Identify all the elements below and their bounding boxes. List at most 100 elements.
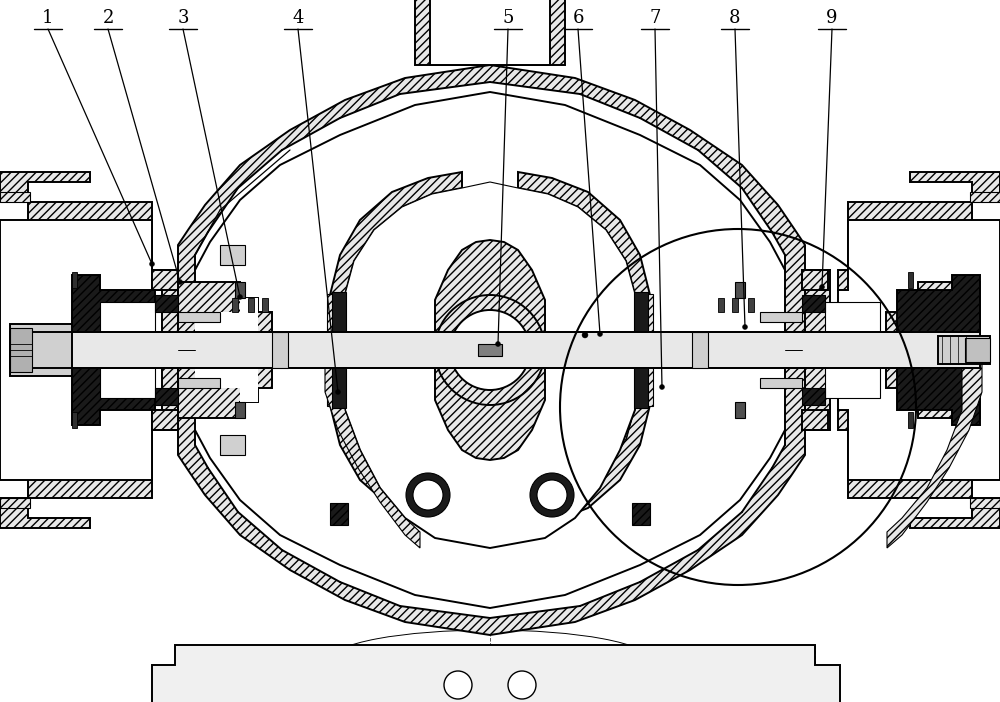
Polygon shape — [802, 410, 828, 430]
Circle shape — [435, 295, 545, 405]
Bar — [248, 298, 254, 312]
Polygon shape — [0, 172, 162, 528]
Polygon shape — [330, 358, 462, 528]
Polygon shape — [325, 358, 420, 548]
Text: 8: 8 — [729, 9, 741, 27]
Bar — [476, 342, 504, 358]
Text: 7: 7 — [649, 9, 661, 27]
Polygon shape — [0, 220, 162, 480]
Bar — [825, 302, 880, 398]
Circle shape — [660, 385, 664, 390]
Circle shape — [413, 480, 443, 510]
Polygon shape — [0, 192, 30, 202]
Bar — [72, 272, 77, 288]
Polygon shape — [330, 172, 462, 342]
Circle shape — [598, 331, 602, 336]
Circle shape — [178, 279, 182, 284]
Polygon shape — [760, 312, 802, 322]
Bar — [10, 332, 980, 368]
Polygon shape — [195, 82, 785, 618]
Text: 9: 9 — [826, 9, 838, 27]
Polygon shape — [195, 298, 258, 402]
Circle shape — [537, 480, 567, 510]
Polygon shape — [838, 220, 1000, 480]
Circle shape — [406, 473, 450, 517]
Polygon shape — [886, 282, 980, 418]
Text: 1: 1 — [42, 9, 54, 27]
Bar — [965, 338, 990, 362]
Polygon shape — [970, 192, 1000, 202]
Circle shape — [150, 262, 154, 267]
Bar — [72, 342, 100, 358]
Polygon shape — [970, 498, 1000, 508]
Polygon shape — [195, 92, 785, 342]
Bar — [634, 292, 648, 342]
Polygon shape — [152, 410, 178, 430]
Text: 2: 2 — [102, 9, 114, 27]
Circle shape — [530, 473, 574, 517]
Polygon shape — [178, 312, 220, 322]
Bar — [232, 298, 238, 312]
Polygon shape — [152, 645, 840, 702]
Circle shape — [444, 671, 472, 699]
Text: 6: 6 — [572, 9, 584, 27]
Polygon shape — [518, 358, 650, 528]
Polygon shape — [344, 358, 636, 518]
Bar — [635, 294, 653, 344]
Bar — [908, 272, 913, 288]
Bar — [735, 282, 745, 298]
Polygon shape — [72, 275, 155, 425]
Bar — [938, 336, 990, 364]
Bar — [262, 298, 268, 312]
Polygon shape — [435, 240, 545, 342]
Bar — [10, 324, 72, 376]
Bar — [632, 503, 650, 525]
Polygon shape — [0, 498, 30, 508]
Bar — [100, 302, 155, 398]
Polygon shape — [344, 182, 636, 342]
Bar — [220, 245, 245, 265]
Circle shape — [820, 284, 824, 289]
Bar — [332, 292, 346, 342]
Bar — [72, 412, 77, 428]
Circle shape — [450, 310, 530, 390]
Bar — [272, 332, 288, 368]
Polygon shape — [802, 270, 828, 290]
Circle shape — [336, 390, 340, 395]
Polygon shape — [178, 282, 272, 418]
Polygon shape — [152, 270, 178, 290]
Bar — [330, 503, 348, 525]
Bar — [718, 298, 724, 312]
Polygon shape — [155, 388, 178, 405]
Circle shape — [582, 332, 588, 338]
Polygon shape — [162, 65, 820, 635]
Polygon shape — [838, 172, 1000, 528]
Polygon shape — [345, 358, 635, 548]
Circle shape — [496, 341, 501, 347]
Bar — [235, 402, 245, 418]
Bar — [908, 412, 913, 428]
Polygon shape — [402, 0, 578, 65]
Bar — [732, 298, 738, 312]
Bar — [748, 298, 754, 312]
Polygon shape — [518, 172, 650, 342]
Polygon shape — [435, 358, 545, 460]
Bar — [880, 342, 908, 358]
Polygon shape — [195, 358, 785, 608]
Text: 5: 5 — [502, 9, 514, 27]
Bar — [327, 294, 345, 344]
Bar — [10, 328, 32, 372]
Circle shape — [238, 295, 242, 300]
Polygon shape — [887, 358, 982, 548]
Bar — [735, 402, 745, 418]
Bar — [478, 344, 502, 356]
Bar — [635, 356, 653, 406]
Circle shape — [508, 671, 536, 699]
Polygon shape — [760, 378, 802, 388]
Text: 3: 3 — [177, 9, 189, 27]
Polygon shape — [155, 295, 178, 312]
Bar — [634, 358, 648, 408]
Bar — [235, 282, 245, 298]
Bar — [430, 0, 550, 65]
Polygon shape — [178, 378, 220, 388]
